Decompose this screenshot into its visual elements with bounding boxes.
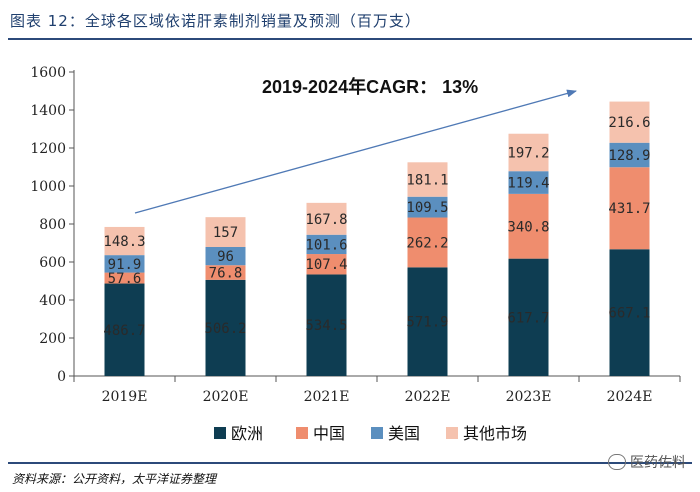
bar-segment [306,274,347,376]
data-label: 167.8 [305,212,347,228]
bar-segment [508,193,549,259]
data-label: 109.5 [406,200,448,216]
bar-segment [407,162,448,197]
watermark: 医药佐料 [608,452,686,472]
bar-segment [205,279,246,376]
legend: 欧洲 中国 美国 其他市场 [214,424,527,443]
data-label: 340.8 [507,219,549,235]
data-label: 262.2 [406,235,448,251]
bars: 486.7 57.691.9 148.3 506.2 76.896 157 534.5 107… [103,101,651,376]
data-label: 667.1 [608,306,650,322]
x-axis: 2019E 2020E 2021E 2022E 2023E 2024E [73,375,681,405]
data-label: 571.9 [406,315,448,331]
bar-segment [104,272,145,284]
watermark-text: 医药佐料 [630,455,686,471]
bar-segment [407,267,448,376]
legend-swatch [296,427,308,439]
data-label: 128.9 [608,148,650,164]
y-axis: 0 200 400 600 800 1000 1200 1400 1600 [30,65,75,385]
bar-segment [508,258,549,376]
legend-swatch [371,427,383,439]
data-label: 486.7 [103,323,145,339]
source-note: 资料来源：公开资料，太平洋证券整理 [12,472,217,486]
data-label: 617.7 [507,310,549,326]
x-tick-label: 2021E [304,389,350,405]
y-tick-label: 1200 [30,141,66,157]
bar-segment [609,167,650,250]
bar-segment [104,283,145,376]
bar-segment [609,142,650,168]
data-label: 431.7 [608,201,650,217]
cagr-label: 2019-2024年CAGR： 13% [262,76,478,97]
source-divider [8,462,692,464]
data-label: 57.6 [108,271,142,287]
x-tick-label: 2024E [607,389,653,405]
data-label: 119.4 [507,176,549,192]
y-tick-label: 800 [39,217,66,233]
bar-segment [306,254,347,275]
x-tick-label: 2023E [506,389,552,405]
data-label: 91.9 [108,257,142,273]
y-tick-label: 1400 [30,103,66,119]
data-label: 157 [213,225,238,241]
title-divider [8,38,692,40]
x-tick-label: 2019E [102,389,148,405]
y-tick-label: 1000 [30,179,66,195]
chat-bubble-icon [608,454,626,470]
bar-segment [508,171,549,194]
cagr-annotation: 2019-2024年CAGR： 13% [134,76,577,214]
data-label: 148.3 [103,234,145,250]
trend-arrow [134,89,577,214]
legend-label: 美国 [388,424,420,443]
bar-segment [609,101,650,143]
bar-segment [306,202,347,235]
bar-segment [104,226,145,256]
bar-segment [407,196,448,218]
y-tick-label: 400 [39,293,66,309]
y-tick-label: 200 [39,331,66,347]
data-label: 534.5 [305,318,347,334]
bar-segment [104,255,145,273]
data-label: 107.4 [305,257,347,273]
legend-swatch [446,427,458,439]
data-label: 181.1 [406,173,448,189]
bar-segment [205,265,246,280]
legend-label: 欧洲 [231,424,263,443]
legend-label: 中国 [313,424,345,443]
data-label: 216.6 [608,115,650,131]
legend-swatch [214,427,226,439]
y-tick-label: 600 [39,255,66,271]
bar-segment [205,246,246,266]
data-label: 506.2 [204,321,246,337]
y-tick-label: 0 [57,369,66,385]
bar-segment [407,217,448,268]
bar-segment [609,249,650,376]
bar-segment [205,217,246,247]
legend-label: 其他市场 [463,424,527,443]
data-label: 197.2 [507,145,549,161]
figure-title: 图表 12：全球各区域依诺肝素制剂销量及预测（百万支） [10,12,421,30]
stacked-bar-chart: 0 200 400 600 800 1000 1200 1400 1600 2019E 2020E… [30,65,681,443]
bar-segment [508,133,549,172]
y-tick-label: 1600 [30,65,66,81]
data-label: 101.6 [305,237,347,253]
data-label: 76.8 [209,266,243,282]
x-tick-label: 2022E [405,389,451,405]
x-tick-label: 2020E [203,389,249,405]
bar-segment [306,234,347,255]
data-label: 96 [217,249,234,265]
